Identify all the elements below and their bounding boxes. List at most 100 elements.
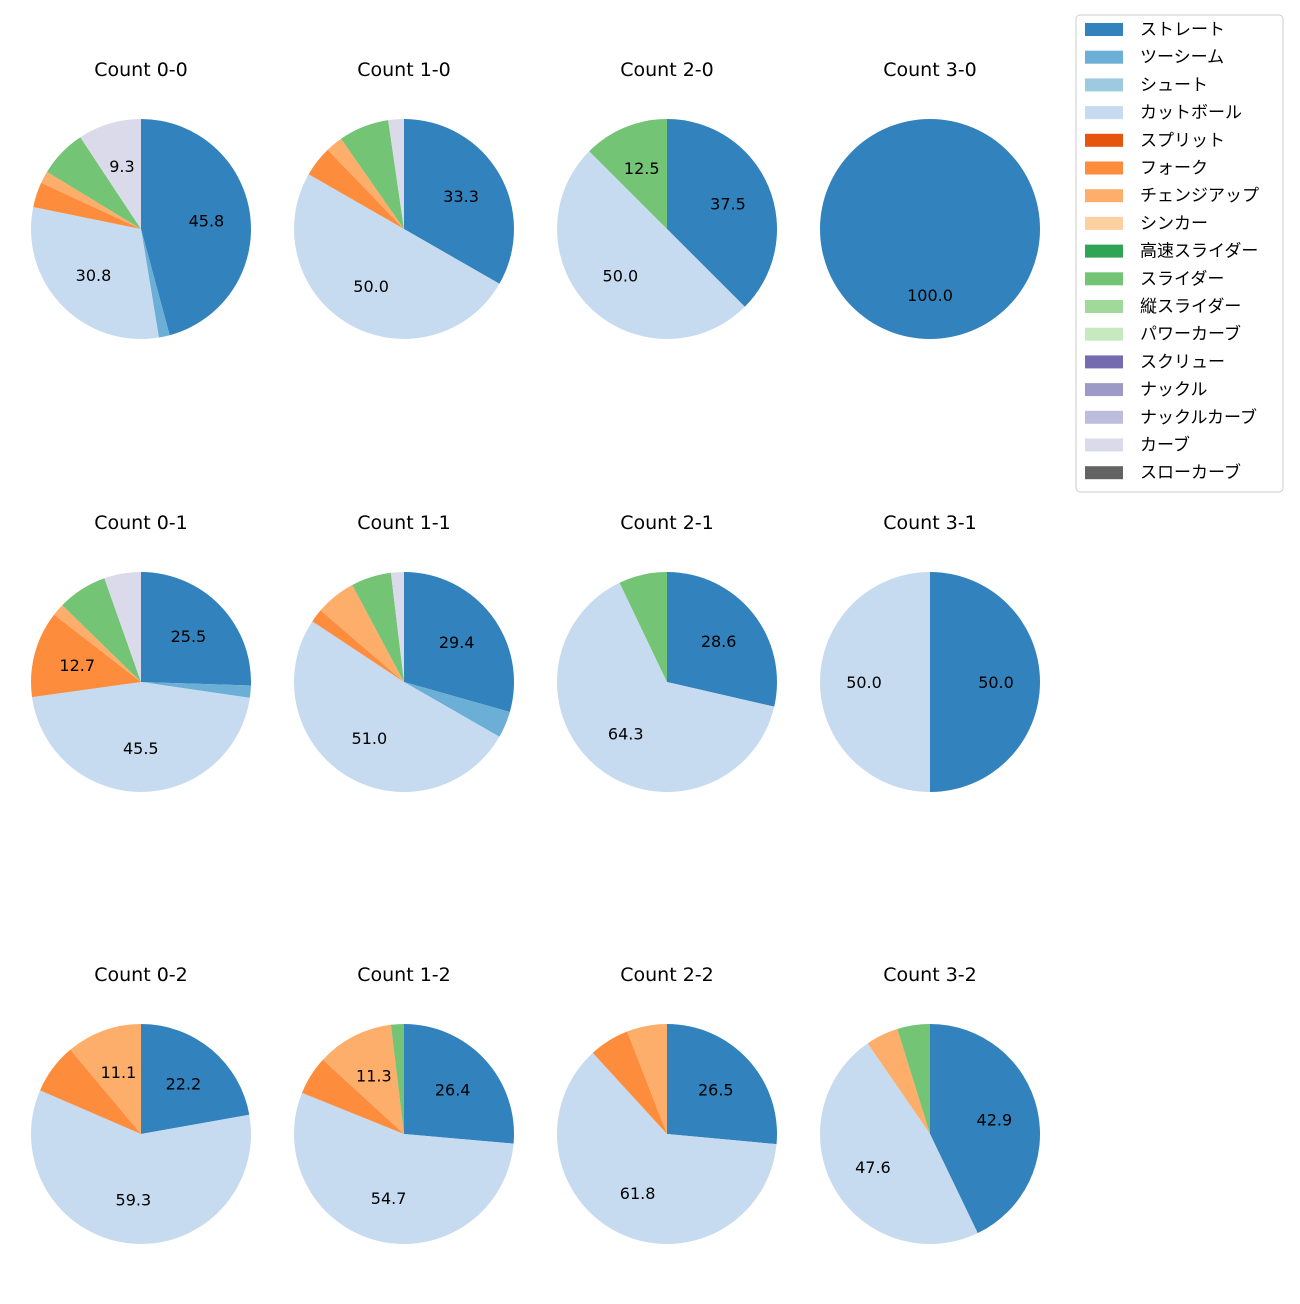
legend-entry: ナックルカーブ: [1085, 407, 1257, 428]
pie-slice-label: 12.7: [59, 656, 95, 675]
legend-swatch: [1085, 161, 1123, 175]
pie-slice: [556, 1052, 777, 1245]
legend-swatch: [1085, 355, 1123, 369]
legend-swatch: [1085, 50, 1123, 64]
pie-title: Count 0-2: [94, 964, 188, 986]
pie-title: Count 0-0: [94, 59, 188, 81]
pie-slice: [327, 138, 404, 229]
pie-slice-label: 29.4: [439, 633, 475, 652]
legend-entry: パワーカーブ: [1085, 324, 1241, 345]
pie-slice-label: 50.0: [353, 277, 389, 296]
legend-swatch: [1085, 327, 1123, 341]
pie-slice: [320, 584, 404, 682]
pie-slice-label: 33.3: [443, 187, 479, 206]
pie-slice: [390, 572, 404, 682]
pie-slice: [388, 119, 404, 229]
pie-slice-label: 30.8: [76, 266, 112, 285]
legend-label: ナックル: [1140, 380, 1208, 400]
legend-entry: カーブ: [1085, 435, 1190, 456]
pie-slice-label: 28.6: [701, 632, 737, 651]
pie-chart-count-2-1: Count 2-1 28.6 64.3: [556, 512, 777, 792]
pie-title: Count 2-2: [620, 964, 714, 986]
pie-slice-label: 50.0: [603, 267, 639, 286]
legend-swatch: [1085, 133, 1123, 147]
pie-slice: [301, 1059, 404, 1134]
pie-slice-label: 45.8: [189, 211, 225, 230]
legend-swatch: [1085, 300, 1123, 313]
pie-chart-count-2-2: Count 2-2 26.5 61.8: [556, 964, 778, 1245]
pie-slice: [341, 120, 404, 229]
pie-slice-label: 26.4: [435, 1080, 471, 1099]
legend-label: スクリュー: [1140, 352, 1225, 372]
pie-slice-label: 11.3: [356, 1066, 392, 1085]
legend-entry: スクリュー: [1085, 352, 1225, 372]
pie-slice: [141, 119, 251, 336]
pie-slice: [897, 1024, 930, 1134]
pie-slice: [62, 578, 141, 682]
pie-slice-label: 37.5: [710, 195, 746, 214]
legend-entry: 縦スライダー: [1085, 297, 1241, 317]
legend-entry: シュート: [1085, 75, 1208, 95]
pie-slice: [820, 1043, 978, 1244]
pie-slice: [312, 610, 404, 682]
pie-slice: [627, 1024, 667, 1134]
pie-slice-label: 9.3: [109, 157, 134, 176]
legend-entry: ストレート: [1085, 20, 1225, 40]
pie-chart-count-0-0: Count 0-0 45.8 30.8 9.3: [31, 59, 251, 339]
pie-slice: [293, 621, 500, 793]
legend-label: 高速スライダー: [1140, 242, 1258, 262]
legend-swatch: [1085, 23, 1123, 36]
pie-slice: [592, 1031, 667, 1134]
pie-slice: [141, 1024, 250, 1134]
legend-label: フォーク: [1140, 159, 1208, 179]
legend-swatch: [1085, 438, 1123, 452]
pie-slice: [556, 582, 775, 792]
pie-slice: [33, 182, 141, 229]
legend-swatch: [1085, 383, 1123, 397]
pie-slice: [308, 149, 404, 229]
pie-slice: [667, 119, 777, 307]
pie-slice: [31, 614, 141, 698]
legend-box: [1075, 14, 1284, 493]
legend-label: カットボール: [1140, 103, 1242, 123]
pie-chart-count-1-0: Count 1-0 33.3 50.0: [294, 59, 514, 339]
pie-slice-label: 11.1: [101, 1063, 137, 1082]
pie-slice: [352, 572, 404, 682]
legend-entry: スローカーブ: [1085, 462, 1241, 483]
legend-entry: スプリット: [1085, 131, 1225, 151]
pie-slice: [70, 1023, 141, 1134]
pie-slice: [32, 682, 250, 792]
legend-label: ストレート: [1140, 20, 1225, 40]
pie-title: Count 2-0: [620, 59, 714, 81]
pie-title: Count 1-1: [357, 512, 451, 534]
pie-slice-label: 26.5: [698, 1081, 734, 1100]
pie-slice: [294, 174, 500, 339]
pie-slice: [820, 572, 930, 792]
pie-chart-count-1-1: Count 1-1 29.4 51.0: [293, 512, 514, 793]
pie-slice-label: 42.9: [977, 1110, 1013, 1129]
pie-slice: [31, 207, 159, 339]
legend-label: シュート: [1140, 75, 1208, 95]
pie-slice: [589, 119, 667, 229]
pie-chart-count-0-1: Count 0-1 25.5 45.5 12.7: [31, 512, 252, 792]
pie-title: Count 3-2: [883, 964, 977, 986]
pie-slice: [667, 572, 777, 707]
legend-swatch: [1085, 78, 1123, 92]
legend-swatch: [1085, 106, 1123, 120]
legend-label: スローカーブ: [1140, 462, 1241, 483]
pie-slice: [619, 572, 667, 682]
pie-slice-label: 25.5: [171, 627, 207, 646]
pie-chart-count-3-2: Count 3-2 42.9 47.6: [820, 964, 1040, 1244]
legend: ストレートツーシームシュートカットボールスプリットフォークチェンジアップシンカー…: [1075, 14, 1284, 493]
pie-slice: [141, 229, 170, 338]
pie-title: Count 1-2: [357, 964, 451, 986]
pie-slice: [404, 119, 514, 284]
pie-slice: [322, 1024, 404, 1134]
pie-slice-label: 50.0: [978, 673, 1014, 692]
pie-slice-label: 12.5: [624, 159, 660, 178]
pie-slice: [930, 1024, 1040, 1234]
pie-slice-label: 50.0: [846, 673, 882, 692]
pie-slice: [667, 1024, 778, 1145]
pie-slice: [40, 1049, 141, 1134]
